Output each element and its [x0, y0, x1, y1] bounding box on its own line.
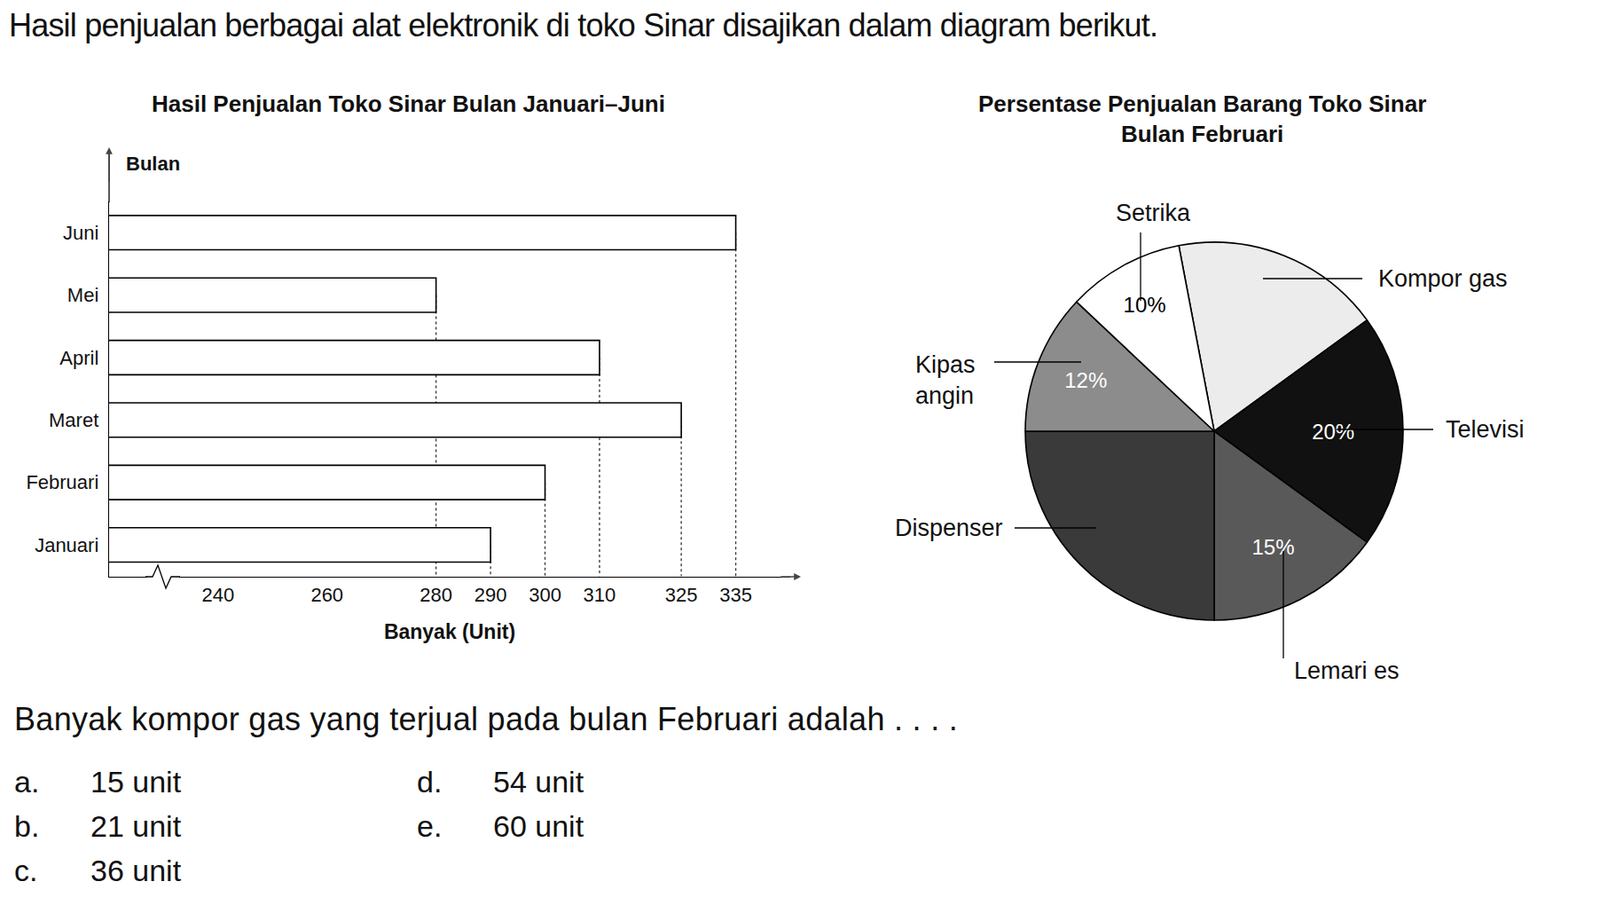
- svg-text:Februari: Februari: [25, 470, 99, 494]
- svg-text:Persentase Penjualan Barang To: Persentase Penjualan Barang Toko SinarBu…: [978, 90, 1427, 148]
- html-text:d.: d.: [416, 764, 443, 799]
- html-text:e.: e.: [416, 808, 443, 843]
- svg-text:300: 300: [528, 583, 562, 606]
- svg-text:Januari: Januari: [34, 533, 99, 557]
- html-text:36 unit: 36 unit: [90, 853, 182, 887]
- html-text:b.: b.: [14, 808, 40, 843]
- svg-text:Juni: Juni: [62, 221, 99, 244]
- html-text:c.: c.: [14, 853, 38, 887]
- svg-text:Banyak (Unit): Banyak (Unit): [384, 619, 516, 644]
- svg-text:20%: 20%: [1311, 419, 1355, 444]
- html-text:15 unit: 15 unit: [90, 764, 182, 799]
- svg-text:310: 310: [583, 583, 617, 606]
- svg-text:260: 260: [310, 583, 344, 606]
- svg-text:Dispenser: Dispenser: [894, 514, 1004, 542]
- svg-text:325: 325: [665, 583, 699, 606]
- svg-text:Bulan: Bulan: [125, 152, 181, 175]
- svg-text:Kipasangin: Kipasangin: [915, 351, 976, 409]
- svg-text:335: 335: [719, 583, 753, 606]
- svg-text:280: 280: [419, 583, 453, 606]
- html-text:60 unit: 60 unit: [493, 808, 584, 843]
- svg-text:Lemari es: Lemari es: [1294, 657, 1400, 684]
- html-text:54 unit: 54 unit: [493, 764, 584, 799]
- svg-text:Mei: Mei: [67, 283, 99, 306]
- svg-text:240: 240: [202, 583, 236, 606]
- svg-text:Maret: Maret: [48, 408, 99, 432]
- html-text:Hasil penjualan berbagai alat: Hasil penjualan berbagai alat elektronik…: [8, 7, 1158, 44]
- html-text:a.: a.: [14, 764, 40, 799]
- html-text:21 unit: 21 unit: [90, 808, 182, 843]
- svg-text:Hasil Penjualan Toko Sinar Bul: Hasil Penjualan Toko Sinar Bulan Januari…: [151, 90, 666, 118]
- svg-text:Setrika: Setrika: [1115, 199, 1192, 227]
- html-text:Banyak kompor gas yang terjual: Banyak kompor gas yang terjual pada bula…: [14, 700, 958, 738]
- svg-text:290: 290: [474, 583, 508, 606]
- svg-text:Kompor gas: Kompor gas: [1378, 265, 1508, 292]
- svg-text:10%: 10%: [1123, 292, 1167, 317]
- svg-text:12%: 12%: [1064, 368, 1107, 393]
- svg-text:April: April: [59, 346, 99, 369]
- svg-text:Televisi: Televisi: [1445, 415, 1525, 443]
- svg-text:15%: 15%: [1251, 534, 1295, 559]
